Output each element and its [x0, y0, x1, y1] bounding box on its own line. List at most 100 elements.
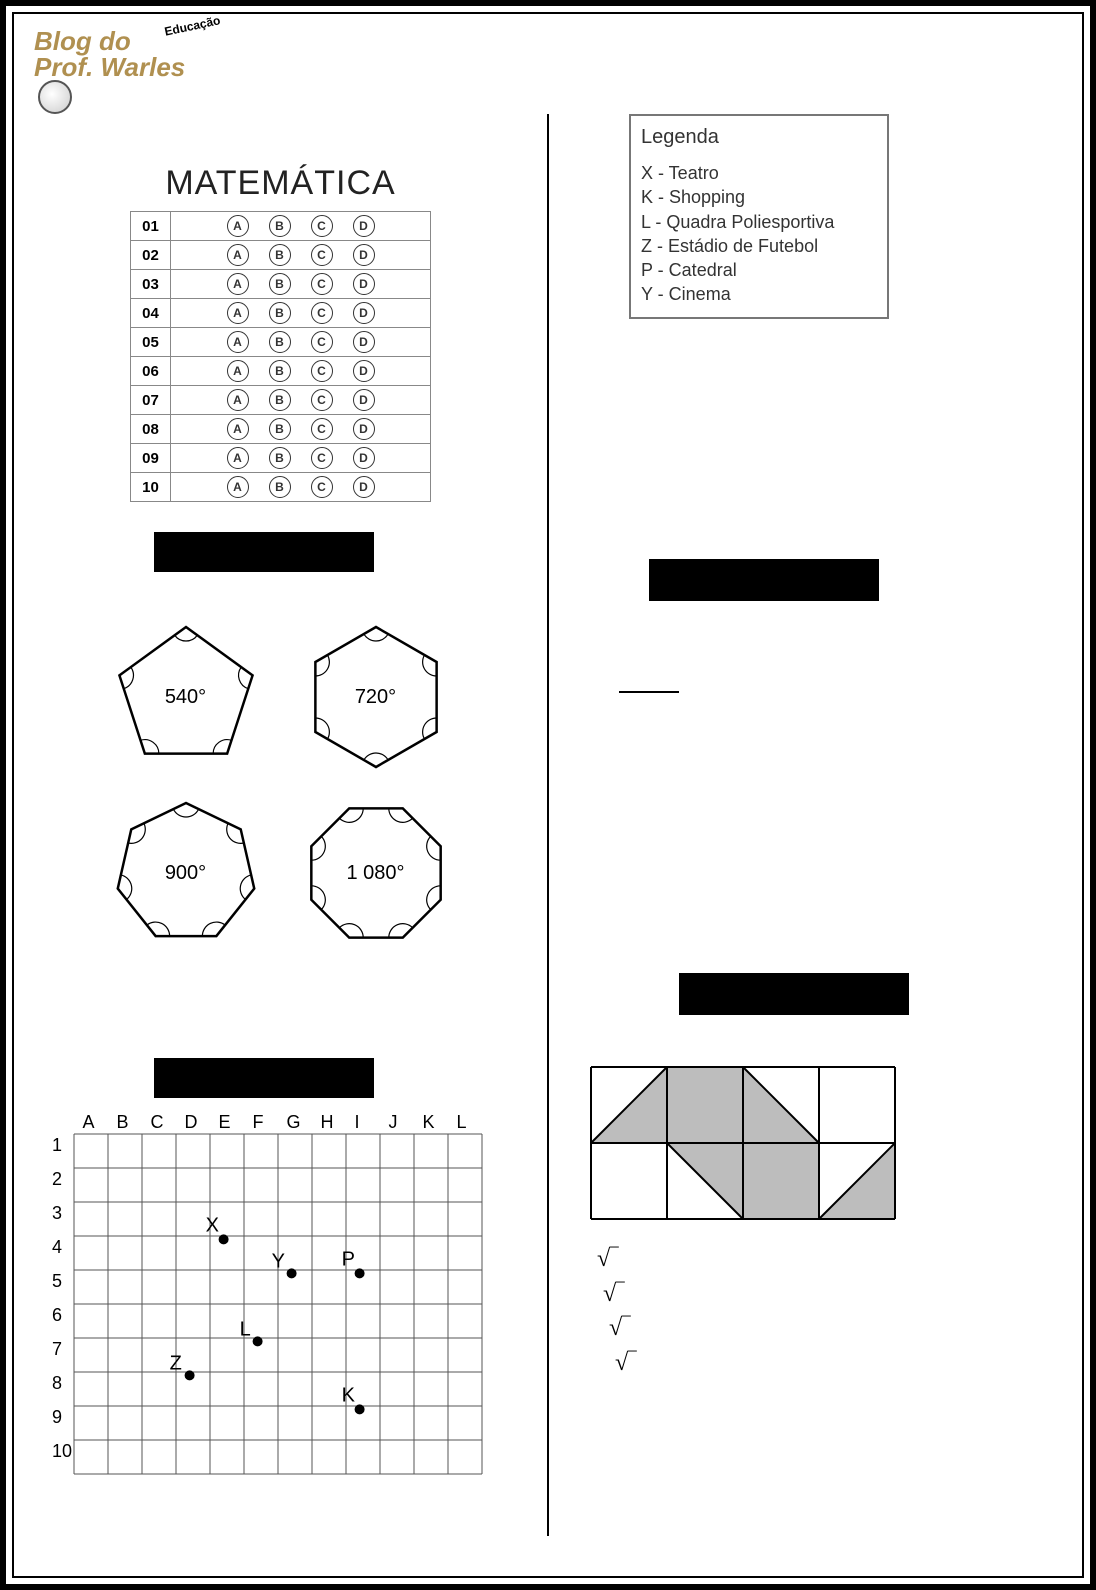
svg-text:J: J: [389, 1112, 398, 1132]
option-bubble[interactable]: B: [269, 360, 291, 382]
option-bubble[interactable]: B: [269, 215, 291, 237]
row-options: ABCD: [171, 357, 431, 386]
svg-text:K: K: [342, 1384, 356, 1406]
legend-item: Z - Estádio de Futebol: [641, 234, 877, 258]
option-bubble[interactable]: B: [269, 244, 291, 266]
sqrt-symbol: √‾: [597, 1242, 1052, 1277]
svg-text:I: I: [355, 1112, 360, 1132]
polygon-label: 540°: [165, 686, 206, 709]
row-options: ABCD: [171, 299, 431, 328]
option-bubble[interactable]: C: [311, 331, 333, 353]
legend-title: Legenda: [641, 124, 877, 151]
option-bubble[interactable]: A: [227, 215, 249, 237]
option-bubble[interactable]: C: [311, 244, 333, 266]
tangram-figure: [589, 1035, 899, 1226]
svg-text:5: 5: [52, 1271, 62, 1291]
polygon-label: 720°: [355, 686, 396, 709]
option-bubble[interactable]: A: [227, 244, 249, 266]
row-options: ABCD: [171, 473, 431, 502]
option-bubble[interactable]: B: [269, 418, 291, 440]
svg-text:L: L: [457, 1112, 467, 1132]
option-bubble[interactable]: B: [269, 476, 291, 498]
option-bubble[interactable]: C: [311, 302, 333, 324]
option-bubble[interactable]: D: [353, 302, 375, 324]
row-number: 08: [131, 415, 171, 444]
option-bubble[interactable]: A: [227, 447, 249, 469]
row-number: 04: [131, 299, 171, 328]
option-bubble[interactable]: D: [353, 418, 375, 440]
page-outer: Blog do Prof. Warles Educação MATEMÁTICA…: [0, 0, 1096, 1590]
logo: Blog do Prof. Warles Educação: [34, 28, 185, 114]
logo-line1: Blog do: [34, 28, 185, 54]
option-bubble[interactable]: C: [311, 215, 333, 237]
option-bubble[interactable]: A: [227, 302, 249, 324]
question-header-2: [154, 1058, 374, 1098]
answer-sheet: 01ABCD02ABCD03ABCD04ABCD05ABCD06ABCD07AB…: [130, 211, 431, 502]
option-bubble[interactable]: D: [353, 244, 375, 266]
legend-box: Legenda X - TeatroK - ShoppingL - Quadra…: [629, 114, 889, 319]
svg-text:K: K: [423, 1112, 435, 1132]
columns: MATEMÁTICA 01ABCD02ABCD03ABCD04ABCD05ABC…: [14, 104, 1082, 1576]
option-bubble[interactable]: B: [269, 447, 291, 469]
option-bubble[interactable]: C: [311, 476, 333, 498]
svg-text:E: E: [219, 1112, 231, 1132]
svg-text:L: L: [240, 1318, 251, 1340]
option-bubble[interactable]: B: [269, 302, 291, 324]
svg-text:9: 9: [52, 1407, 62, 1427]
option-bubble[interactable]: C: [311, 447, 333, 469]
option-bubble[interactable]: D: [353, 447, 375, 469]
option-bubble[interactable]: A: [227, 418, 249, 440]
polygon-label: 1 080°: [346, 862, 404, 885]
answer-sheet-title: MATEMÁTICA: [44, 164, 517, 203]
option-bubble[interactable]: C: [311, 273, 333, 295]
polygon-5: 540°: [101, 612, 271, 782]
option-bubble[interactable]: D: [353, 273, 375, 295]
option-bubble[interactable]: A: [227, 273, 249, 295]
option-bubble[interactable]: A: [227, 331, 249, 353]
option-bubble[interactable]: C: [311, 389, 333, 411]
svg-text:7: 7: [52, 1339, 62, 1359]
svg-text:1: 1: [52, 1135, 62, 1155]
polygons-figure: 540° 720° 900° 1 080°: [44, 612, 517, 958]
row-options: ABCD: [171, 270, 431, 299]
option-bubble[interactable]: A: [227, 476, 249, 498]
option-bubble[interactable]: A: [227, 360, 249, 382]
option-bubble[interactable]: D: [353, 215, 375, 237]
svg-text:P: P: [342, 1248, 355, 1270]
svg-text:Y: Y: [272, 1250, 285, 1272]
svg-text:10: 10: [52, 1441, 72, 1461]
option-bubble[interactable]: D: [353, 331, 375, 353]
svg-text:2: 2: [52, 1169, 62, 1189]
svg-text:A: A: [83, 1112, 95, 1132]
option-bubble[interactable]: B: [269, 389, 291, 411]
option-bubble[interactable]: D: [353, 389, 375, 411]
row-options: ABCD: [171, 328, 431, 357]
row-options: ABCD: [171, 386, 431, 415]
option-bubble[interactable]: C: [311, 418, 333, 440]
svg-text:D: D: [185, 1112, 198, 1132]
option-bubble[interactable]: D: [353, 476, 375, 498]
polygon-7: 900°: [101, 788, 271, 958]
svg-text:C: C: [151, 1112, 164, 1132]
legend-item: X - Teatro: [641, 161, 877, 185]
svg-text:3: 3: [52, 1203, 62, 1223]
row-number: 06: [131, 357, 171, 386]
row-number: 03: [131, 270, 171, 299]
row-number: 01: [131, 212, 171, 241]
option-bubble[interactable]: C: [311, 360, 333, 382]
coordinate-grid: ABCDEFGHIJKL12345678910XYPLZK: [44, 1108, 517, 1480]
row-number: 07: [131, 386, 171, 415]
option-bubble[interactable]: A: [227, 389, 249, 411]
sqrt-list: √‾√‾√‾√‾: [597, 1242, 1052, 1381]
option-bubble[interactable]: B: [269, 273, 291, 295]
svg-text:B: B: [117, 1112, 129, 1132]
legend-items: X - TeatroK - ShoppingL - Quadra Poliesp…: [641, 161, 877, 307]
legend-item: L - Quadra Poliesportiva: [641, 210, 877, 234]
polygon-label: 900°: [165, 862, 206, 885]
row-options: ABCD: [171, 212, 431, 241]
option-bubble[interactable]: B: [269, 331, 291, 353]
legend-item: K - Shopping: [641, 185, 877, 209]
option-bubble[interactable]: D: [353, 360, 375, 382]
page-inner: Blog do Prof. Warles Educação MATEMÁTICA…: [12, 12, 1084, 1578]
svg-text:H: H: [321, 1112, 334, 1132]
